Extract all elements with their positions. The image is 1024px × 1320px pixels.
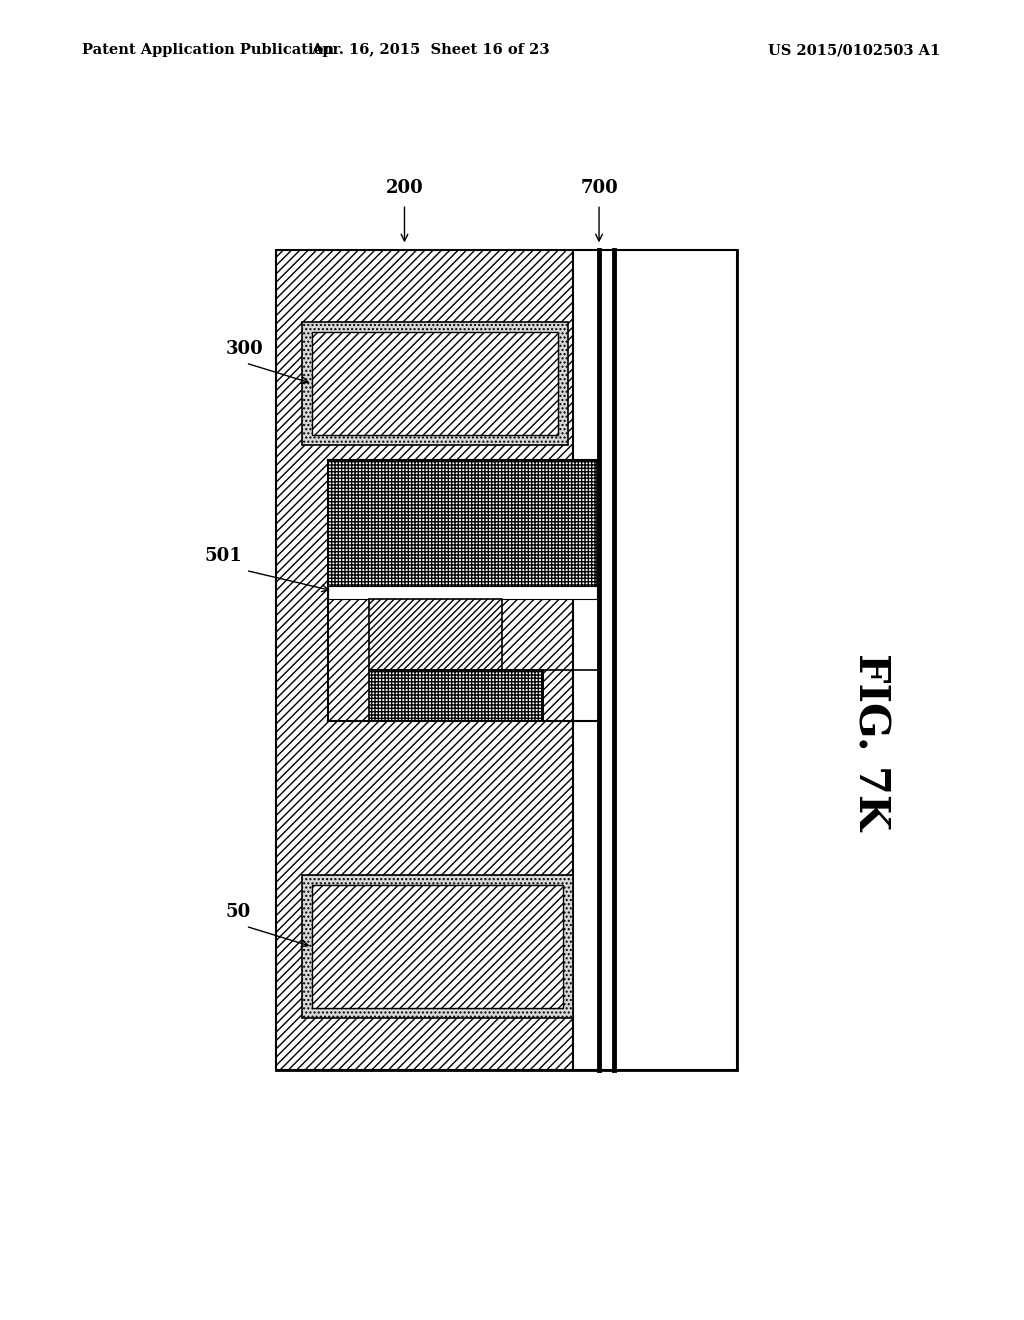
Text: FIG. 7K: FIG. 7K bbox=[849, 653, 892, 830]
Bar bbox=[328, 586, 597, 598]
Bar bbox=[302, 322, 568, 445]
Text: Patent Application Publication: Patent Application Publication bbox=[82, 44, 334, 57]
Bar bbox=[276, 251, 737, 1069]
Text: US 2015/0102503 A1: US 2015/0102503 A1 bbox=[768, 44, 940, 57]
Bar bbox=[328, 461, 597, 598]
Text: 50: 50 bbox=[225, 903, 251, 921]
Bar bbox=[369, 598, 502, 671]
Bar bbox=[302, 875, 573, 1019]
Bar bbox=[312, 886, 563, 1008]
Text: 501: 501 bbox=[205, 548, 243, 565]
Text: 300: 300 bbox=[225, 341, 263, 358]
Bar bbox=[276, 251, 573, 1069]
Bar bbox=[369, 671, 543, 722]
Text: Apr. 16, 2015  Sheet 16 of 23: Apr. 16, 2015 Sheet 16 of 23 bbox=[311, 44, 549, 57]
Bar bbox=[312, 333, 558, 434]
Text: 200: 200 bbox=[386, 180, 423, 197]
Bar bbox=[573, 251, 737, 1069]
Text: 700: 700 bbox=[581, 180, 617, 197]
